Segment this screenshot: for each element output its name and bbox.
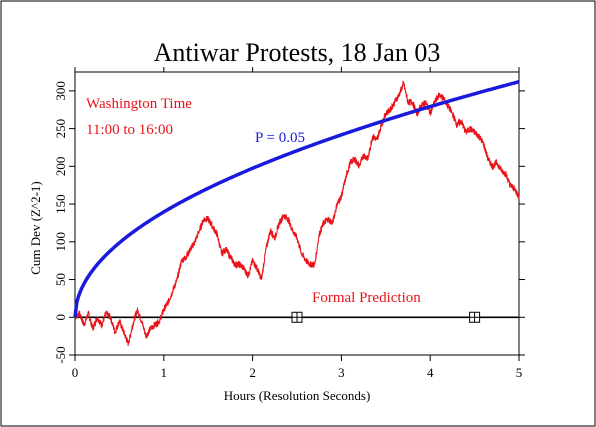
- x-tick-label: 1: [161, 365, 168, 380]
- p-value-label: P = 0.05: [255, 130, 305, 146]
- x-tick-label: 5: [516, 365, 523, 380]
- x-axis-label: Hours (Resolution Seconds): [224, 388, 371, 403]
- location-label: Washington Time: [86, 96, 192, 112]
- y-tick-label: 100: [53, 232, 68, 252]
- y-tick-label: 250: [53, 119, 68, 139]
- y-tick-label: 200: [53, 157, 68, 177]
- y-tick-label: 300: [53, 81, 68, 101]
- x-tick-label: 2: [249, 365, 256, 380]
- p-value-envelope-line: [73, 80, 520, 318]
- y-axis-label: Cum Dev (Z^2-1): [28, 181, 43, 274]
- time-range-label: 11:00 to 16:00: [86, 122, 173, 138]
- chart-title: Antiwar Protests, 18 Jan 03: [154, 38, 441, 67]
- x-axis-ticks: 0 1 2 3 4 5: [72, 67, 523, 380]
- y-tick-label: 0: [53, 314, 68, 321]
- y-tick-label: 50: [53, 273, 68, 286]
- series-layer: [73, 80, 520, 347]
- y-tick-label: -50: [53, 346, 68, 363]
- y-axis-ticks: -50 0 50 100 150 200 250 300: [53, 81, 525, 364]
- x-tick-label: 3: [338, 365, 345, 380]
- y-tick-label: 150: [53, 194, 68, 214]
- plot-area: [74, 71, 520, 356]
- formal-prediction-label: Formal Prediction: [312, 290, 421, 306]
- prediction-marker: [291, 311, 303, 323]
- prediction-marker: [469, 311, 481, 323]
- x-tick-label: 4: [427, 365, 434, 380]
- x-tick-label: 0: [72, 365, 79, 380]
